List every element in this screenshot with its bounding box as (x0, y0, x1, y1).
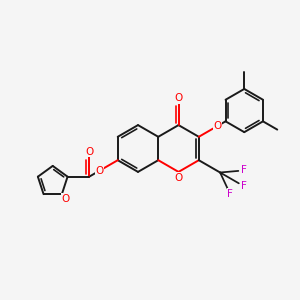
Text: F: F (227, 189, 233, 199)
Text: O: O (213, 121, 221, 131)
Text: O: O (174, 173, 183, 183)
Text: O: O (85, 147, 93, 157)
Text: F: F (241, 165, 247, 176)
Text: O: O (95, 166, 103, 176)
Text: F: F (241, 181, 246, 191)
Text: O: O (61, 194, 70, 204)
Text: O: O (174, 93, 183, 103)
